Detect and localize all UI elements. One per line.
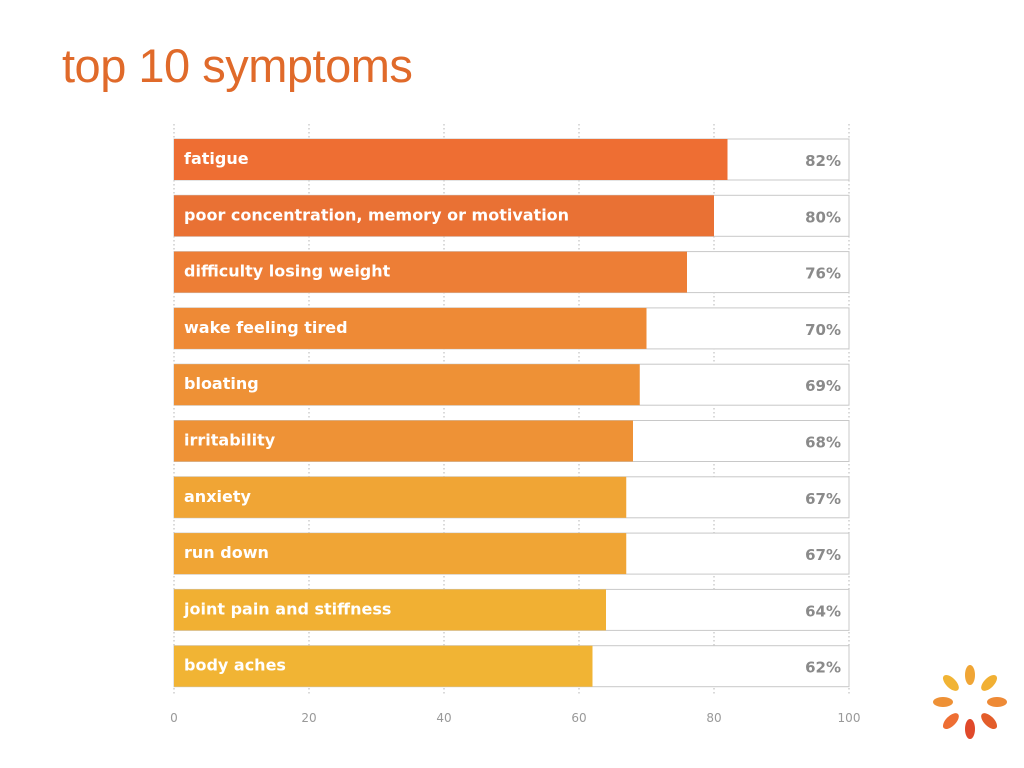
bar-category-label: irritability [184, 431, 276, 450]
x-tick-label: 0 [170, 711, 178, 725]
bar [174, 533, 627, 575]
bar-category-label: body aches [184, 656, 286, 675]
bar-row: body aches 62% [173, 645, 850, 688]
bar-category-label: fatigue [184, 149, 249, 168]
bar-value-label: 69% [805, 377, 841, 395]
bar [174, 251, 687, 293]
bar-category-label: wake feeling tired [184, 318, 348, 337]
bar-category-label: joint pain and stiffness [183, 599, 391, 618]
bar-value-label: 64% [805, 602, 841, 620]
x-tick-label: 60 [571, 711, 586, 725]
x-tick-label: 40 [436, 711, 451, 725]
bar-value-label: 67% [805, 490, 841, 508]
x-tick-label: 80 [706, 711, 721, 725]
bar-row: difficulty losing weight 76% [173, 251, 850, 294]
bar-category-label: difficulty losing weight [184, 262, 391, 281]
bar-row: bloating 69% [173, 363, 850, 406]
bar-value-label: 67% [805, 546, 841, 564]
x-tick-label: 20 [301, 711, 316, 725]
bar-row: poor concentration, memory or motivation… [173, 194, 850, 237]
bar-value-label: 70% [805, 321, 841, 339]
bar-value-label: 80% [805, 208, 841, 226]
bar [174, 195, 714, 237]
bar-row: wake feeling tired 70% [173, 307, 850, 350]
x-axis-ticks: 0 20 40 60 80 100 [170, 711, 860, 725]
bar-value-label: 76% [805, 265, 841, 283]
bars: fatigue 82% poor concentration, memory or … [173, 138, 850, 688]
bar [174, 307, 647, 349]
x-tick-label: 100 [838, 711, 861, 725]
orange-burst-logo-icon [933, 665, 1007, 739]
bar [174, 420, 633, 462]
bar [174, 364, 640, 406]
bar-row: irritability 68% [173, 420, 850, 462]
bar [174, 589, 606, 631]
bar [174, 139, 728, 180]
bar [174, 645, 593, 687]
bar [174, 476, 627, 518]
bar-row: anxiety 67% [173, 476, 850, 519]
bar-category-label: poor concentration, memory or motivation [184, 205, 569, 224]
bar-category-label: bloating [184, 374, 259, 393]
bar-value-label: 68% [805, 434, 841, 452]
page-title: top 10 symptoms [62, 39, 413, 92]
bar-category-label: run down [184, 543, 269, 562]
bar-category-label: anxiety [184, 487, 251, 506]
bar-value-label: 62% [805, 659, 841, 677]
bar-row: fatigue 82% [173, 138, 850, 181]
bar-row: run down 67% [173, 532, 850, 575]
bar-row: joint pain and stiffness 64% [173, 588, 850, 631]
bar-value-label: 82% [805, 152, 841, 170]
